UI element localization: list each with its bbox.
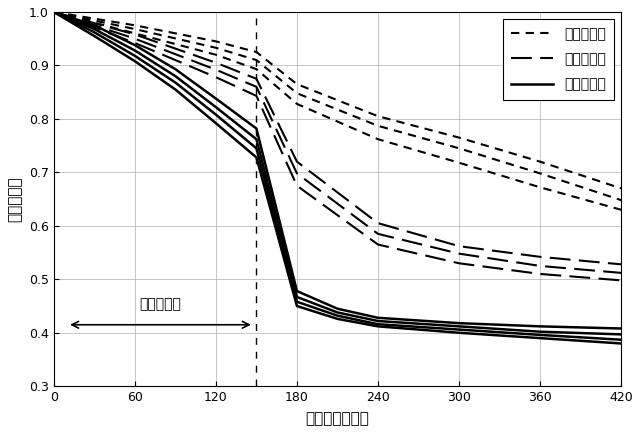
Y-axis label: 粉塵残存率: 粉塵残存率 [7, 176, 22, 222]
Legend: 水粒子無し, 通常水粒子, 帯電水粒子: 水粒子無し, 通常水粒子, 帯電水粒子 [503, 19, 614, 100]
Text: 水粒子散布: 水粒子散布 [140, 297, 181, 311]
X-axis label: 経過時間（秒）: 経過時間（秒） [305, 411, 369, 426]
